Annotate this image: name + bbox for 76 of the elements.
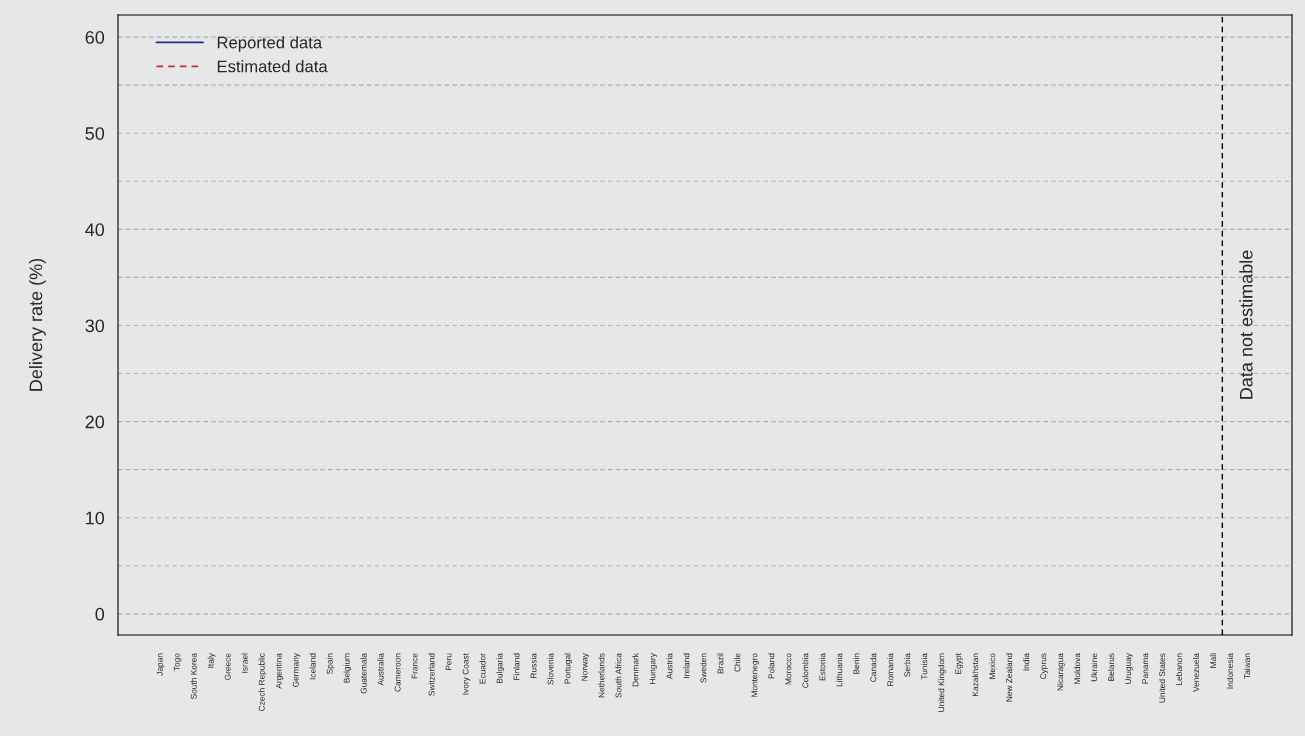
x-tick-label: Kazakhstan [972, 653, 979, 696]
y-axis-title: Delivery rate (%) [29, 258, 46, 391]
x-tick-label: Ivory Coast [462, 653, 471, 695]
x-tick-label: Germany [292, 653, 301, 687]
x-tick-label: Russia [530, 653, 537, 678]
x-tick-label: Indonesia [1226, 653, 1234, 689]
x-tick-label: Estonia [819, 653, 826, 681]
x-tick-label: Czech Republic [258, 653, 267, 711]
x-tick-label: Hungary [649, 653, 658, 684]
x-tick-label: Slovenia [547, 653, 554, 685]
x-tick-label: Cameroon [394, 653, 401, 692]
x-tick-label: Greece [224, 653, 231, 680]
x-tick-label: Lithuania [836, 653, 843, 687]
x-tick-label: Uruguay [1125, 653, 1133, 684]
x-tick-label: Lebanon [1175, 653, 1183, 685]
x-tick-label: Switzerland [428, 653, 435, 696]
x-tick-label: Ireland [683, 653, 690, 678]
x-tick-label: Canada [870, 653, 877, 682]
x-tick-label: India [1023, 653, 1030, 671]
x-tick-label: Morocco [785, 653, 792, 685]
x-tick-label: Argentina [275, 653, 284, 689]
x-tick-label: Japan [156, 653, 165, 676]
x-tick-label: Italy [207, 653, 216, 668]
y-tick-label: 40 [85, 223, 105, 237]
x-tick-label: Egypt [955, 653, 963, 674]
x-tick-label: Nicaragua [1057, 653, 1065, 691]
x-tick-label: Denmark [632, 653, 639, 687]
x-tick-label: Romania [887, 653, 894, 686]
x-tick-label: United States [1158, 653, 1166, 703]
x-tick-label: Ecuador [479, 653, 486, 684]
x-tick-label: Togo [173, 653, 182, 671]
x-tick-label: Serbia [904, 653, 911, 677]
x-tick-label: Australia [377, 653, 384, 686]
x-tick-label: Poland [768, 653, 775, 679]
x-tick-label: Spain [326, 653, 335, 674]
x-tick-label: Brazil [717, 653, 724, 674]
x-tick-label: Belarus [1108, 653, 1115, 681]
y-tick-label: 10 [86, 511, 105, 525]
y-tick-label: 50 [85, 127, 105, 140]
x-tick-label: South Korea [190, 653, 197, 699]
x-tick-label: Iceland [309, 653, 316, 680]
x-tick-label: Panama [1142, 653, 1149, 684]
x-tick-label: Peru [445, 653, 452, 670]
x-tick-label: Taiwan [1243, 653, 1251, 679]
x-tick-label: South Africa [615, 653, 622, 698]
x-tick-label: New Zealand [1006, 653, 1013, 702]
x-tick-label: Austria [666, 653, 673, 679]
x-tick-label: France [411, 653, 418, 679]
x-tick-label: Portugal [564, 653, 573, 684]
y-tick-label: 0 [95, 607, 105, 621]
x-tick-label: Sweden [700, 653, 707, 683]
x-tick-label: Cyprus [1040, 653, 1048, 680]
legend-label: Estimated data [217, 60, 328, 73]
x-tick-label: Ukraine [1091, 653, 1098, 682]
x-tick-label: Montenegro [751, 653, 759, 697]
x-tick-label: Norway [581, 653, 590, 681]
x-tick-label: Mali [1209, 653, 1217, 668]
y-tick-label: 20 [85, 415, 105, 429]
x-tick-label: United Kingdom [938, 653, 946, 712]
x-tick-label: Netherlands [598, 653, 605, 698]
x-tick-label: Benin [853, 653, 860, 674]
y-tick-label: 60 [85, 31, 105, 44]
x-tick-label: Moldova [1074, 653, 1081, 684]
ref-line-label: Data not estimable [1239, 250, 1253, 399]
x-tick-label: Venezuela [1192, 653, 1200, 692]
x-tick-label: Mexico [989, 653, 996, 679]
x-tick-label: Tunisia [921, 653, 928, 680]
x-tick-label: Guatemala [360, 653, 367, 694]
x-tick-label: Bulgaria [496, 653, 505, 683]
x-tick-label: Colombia [802, 653, 809, 688]
legend-label: Reported data [217, 36, 323, 52]
x-tick-label: Israel [241, 653, 248, 673]
x-tick-label: Belgium [343, 653, 352, 683]
x-tick-label: Chile [734, 653, 741, 672]
y-tick-label: 30 [85, 319, 105, 333]
x-tick-label: Finland [513, 653, 520, 680]
